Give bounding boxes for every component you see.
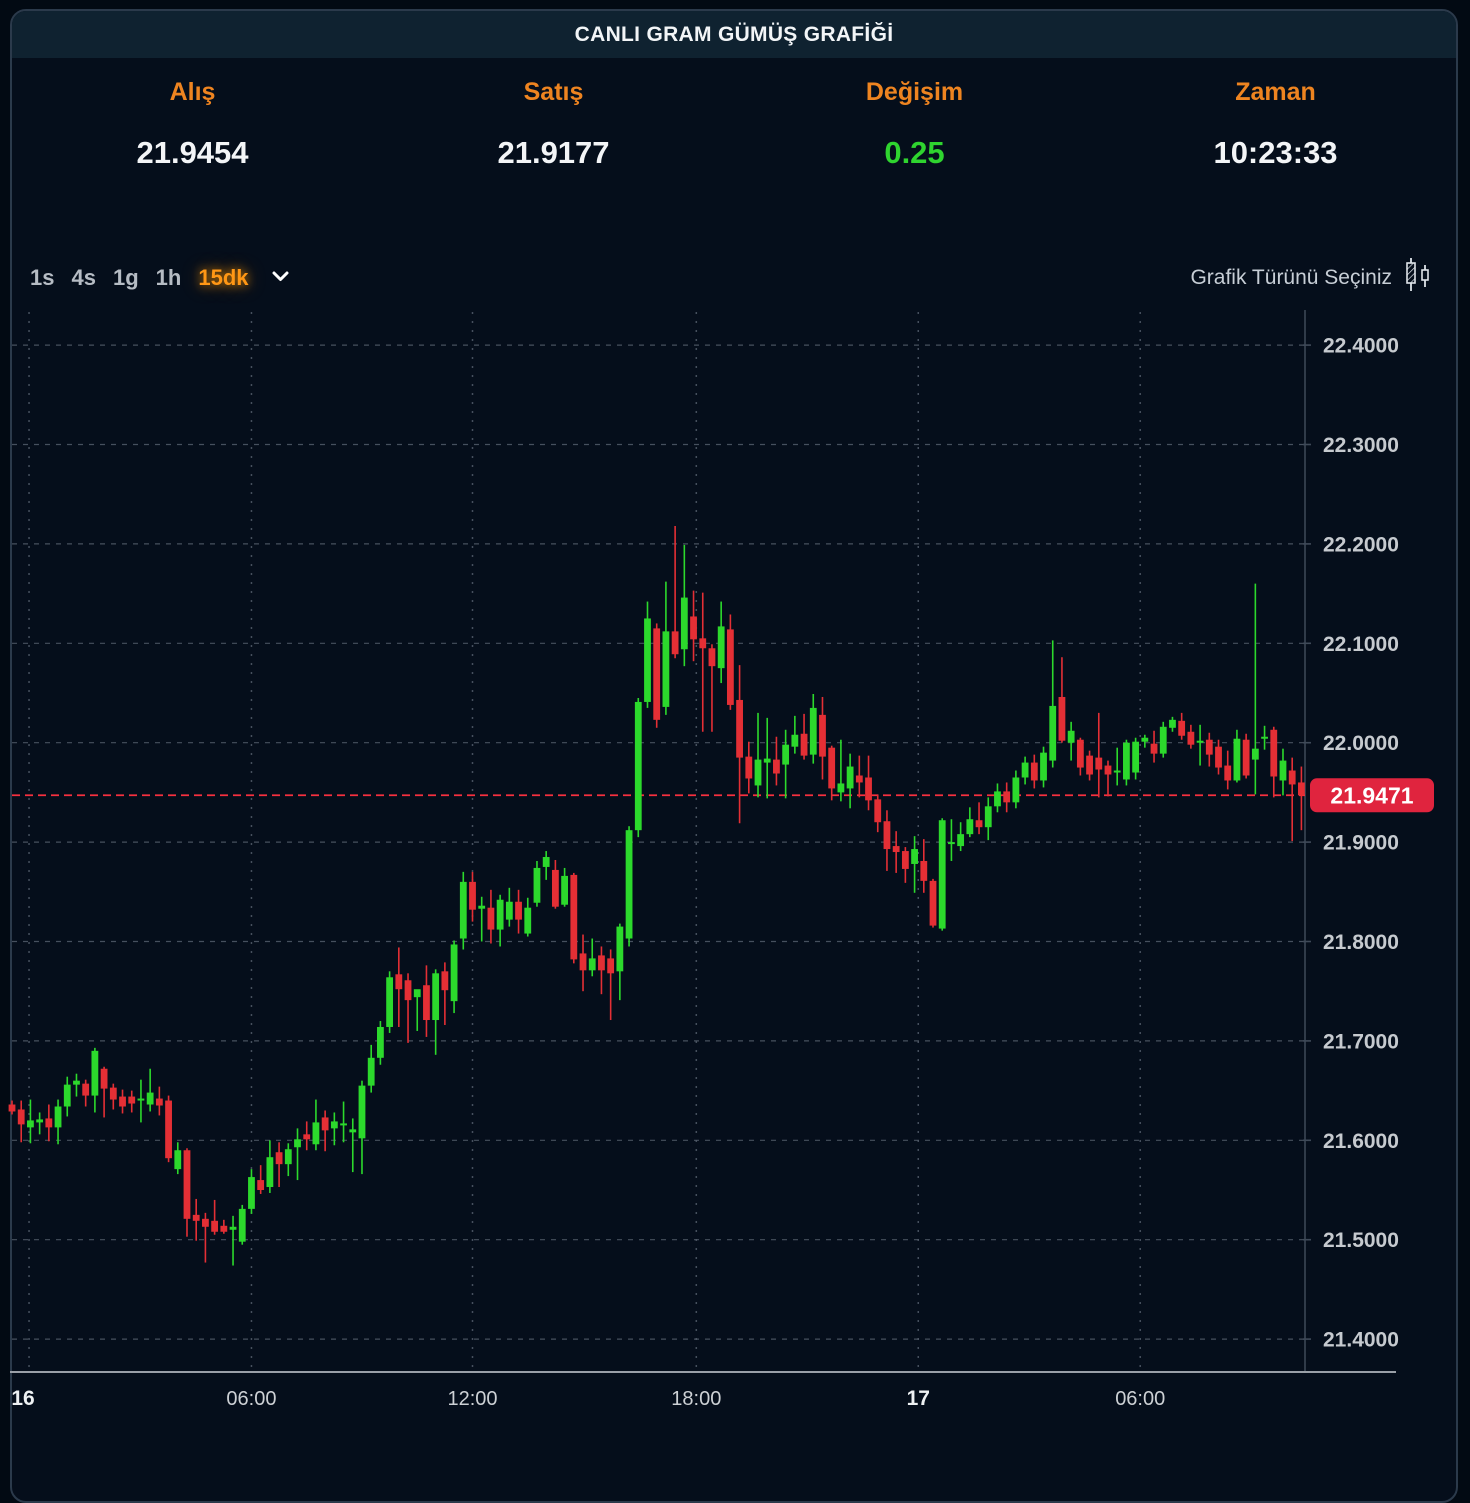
quote-col-buy: Alış 21.9454: [12, 78, 373, 171]
chart-canvas[interactable]: [12, 302, 1456, 1501]
chevron-down-icon[interactable]: [272, 269, 289, 287]
time-label: Zaman: [1235, 78, 1316, 106]
time-value: 10:23:33: [1213, 135, 1338, 170]
timeframe-15dk[interactable]: 15dk: [198, 265, 249, 290]
candlestick-chart-icon: [1402, 257, 1432, 300]
change-label: Değişim: [865, 78, 964, 106]
timeframe-4s[interactable]: 4s: [71, 265, 96, 290]
buy-label: Alış: [169, 78, 216, 106]
chart-type-label: Grafik Türünü Seçiniz: [1190, 266, 1392, 289]
page-title: CANLI GRAM GÜMÜŞ GRAFİĞİ: [574, 22, 894, 46]
timeframe-1s[interactable]: 1s: [30, 265, 55, 290]
chart-toolbar: 1s 4s 1g 1h 15dk Grafik Türünü Seçiniz: [30, 257, 1432, 299]
quote-col-sell: Satış 21.9177: [373, 78, 734, 171]
change-value: 0.25: [884, 135, 945, 170]
sell-value: 21.9177: [497, 135, 610, 170]
quote-col-time: Zaman 10:23:33: [1095, 78, 1456, 171]
quote-panel: CANLI GRAM GÜMÜŞ GRAFİĞİ Alış 21.9454 Sa…: [10, 9, 1458, 1503]
sell-label: Satış: [523, 78, 584, 106]
buy-value: 21.9454: [136, 135, 249, 170]
timeframe-selector: 1s 4s 1g 1h 15dk: [30, 265, 289, 291]
title-bar: CANLI GRAM GÜMÜŞ GRAFİĞİ: [12, 11, 1456, 58]
timeframe-1h[interactable]: 1h: [155, 265, 182, 290]
quote-col-change: Değişim 0.25: [734, 78, 1095, 171]
quote-row: Alış 21.9454 Satış 21.9177 Değişim 0.25 …: [12, 58, 1456, 171]
chart-type-selector[interactable]: Grafik Türünü Seçiniz: [1190, 257, 1432, 300]
timeframe-1g[interactable]: 1g: [112, 265, 139, 290]
